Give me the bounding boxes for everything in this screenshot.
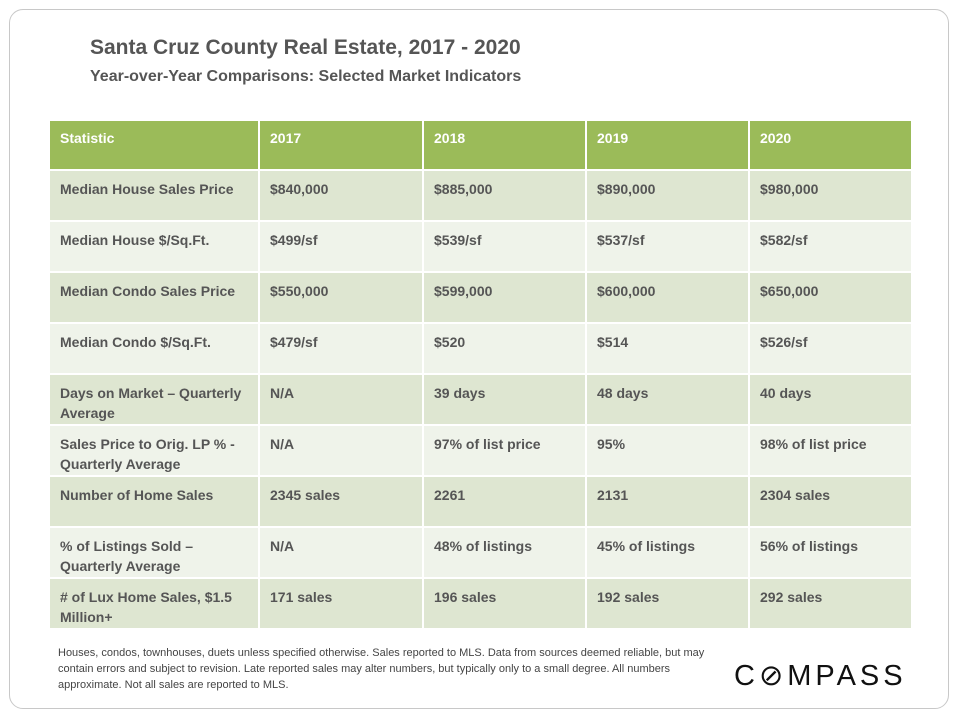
- table-cell: 2345 sales: [258, 475, 424, 528]
- table-cell: 98% of list price: [748, 424, 913, 477]
- column-header: Statistic: [48, 119, 260, 171]
- table-row: Median House Sales Price $840,000 $885,000…: [48, 169, 913, 222]
- table-cell: 2304 sales: [748, 475, 913, 528]
- statistic-label: Median Condo Sales Price: [48, 271, 260, 324]
- table-header-row: Statistic 2017 2018 2019 2020: [48, 119, 913, 171]
- statistic-label: Sales Price to Orig. LP % - Quarterly Av…: [48, 424, 260, 477]
- table-cell: $650,000: [748, 271, 913, 324]
- table-row: Median House $/Sq.Ft. $499/sf $539/sf $537/…: [48, 220, 913, 273]
- column-header: 2019: [585, 119, 750, 171]
- statistic-label: # of Lux Home Sales, $1.5 Million+: [48, 577, 260, 630]
- table-cell: 196 sales: [422, 577, 587, 630]
- table-cell: $582/sf: [748, 220, 913, 273]
- table-row: Median Condo $/Sq.Ft. $479/sf $520 $514 $526…: [48, 322, 913, 375]
- table-cell: 2261: [422, 475, 587, 528]
- statistic-label: Number of Home Sales: [48, 475, 260, 528]
- table-cell: 171 sales: [258, 577, 424, 630]
- table-cell: $885,000: [422, 169, 587, 222]
- table-cell: 45% of listings: [585, 526, 750, 579]
- table-cell: $539/sf: [422, 220, 587, 273]
- statistic-label: % of Listings Sold – Quarterly Average: [48, 526, 260, 579]
- table-cell: N/A: [258, 424, 424, 477]
- table-cell: $550,000: [258, 271, 424, 324]
- table-row: Number of Home Sales 2345 sales 2261 2131 23…: [48, 475, 913, 528]
- table-cell: $514: [585, 322, 750, 375]
- table-cell: $980,000: [748, 169, 913, 222]
- page-title: Santa Cruz County Real Estate, 2017 - 20…: [90, 36, 521, 59]
- table-cell: 39 days: [422, 373, 587, 426]
- statistic-label: Median House Sales Price: [48, 169, 260, 222]
- table-cell: 95%: [585, 424, 750, 477]
- statistic-label: Median Condo $/Sq.Ft.: [48, 322, 260, 375]
- table-row: Days on Market – Quarterly Average N/A 39 …: [48, 373, 913, 426]
- table-cell: N/A: [258, 526, 424, 579]
- table-row: Sales Price to Orig. LP % - Quarterly Av…: [48, 424, 913, 477]
- table-cell: $840,000: [258, 169, 424, 222]
- table-cell: $890,000: [585, 169, 750, 222]
- compass-logo: C⊘MPASS: [734, 660, 907, 692]
- table-cell: 40 days: [748, 373, 913, 426]
- table-cell: 97% of list price: [422, 424, 587, 477]
- table-cell: $499/sf: [258, 220, 424, 273]
- column-header: 2018: [422, 119, 587, 171]
- table-cell: 56% of listings: [748, 526, 913, 579]
- table-cell: 292 sales: [748, 577, 913, 630]
- table-cell: 48% of listings: [422, 526, 587, 579]
- table-cell: 48 days: [585, 373, 750, 426]
- table-cell: $600,000: [585, 271, 750, 324]
- column-header: 2020: [748, 119, 913, 171]
- slide-frame: [9, 9, 949, 709]
- footnote: Houses, condos, townhouses, duets unless…: [58, 647, 705, 691]
- table-cell: $520: [422, 322, 587, 375]
- table-cell: N/A: [258, 373, 424, 426]
- table-cell: $599,000: [422, 271, 587, 324]
- statistic-label: Median House $/Sq.Ft.: [48, 220, 260, 273]
- table-row: Median Condo Sales Price $550,000 $599,000…: [48, 271, 913, 324]
- table-row: # of Lux Home Sales, $1.5 Million+ 171 sa…: [48, 577, 913, 630]
- table-cell: 192 sales: [585, 577, 750, 630]
- table-cell: 2131: [585, 475, 750, 528]
- market-indicators-table: Statistic 2017 2018 2019 2020 Median House S…: [48, 119, 913, 630]
- column-header: 2017: [258, 119, 424, 171]
- statistic-label: Days on Market – Quarterly Average: [48, 373, 260, 426]
- page-subtitle: Year-over-Year Comparisons: Selected Mar…: [90, 68, 522, 85]
- table-cell: $526/sf: [748, 322, 913, 375]
- table-row: % of Listings Sold – Quarterly Average N/…: [48, 526, 913, 579]
- table-cell: $537/sf: [585, 220, 750, 273]
- table-cell: $479/sf: [258, 322, 424, 375]
